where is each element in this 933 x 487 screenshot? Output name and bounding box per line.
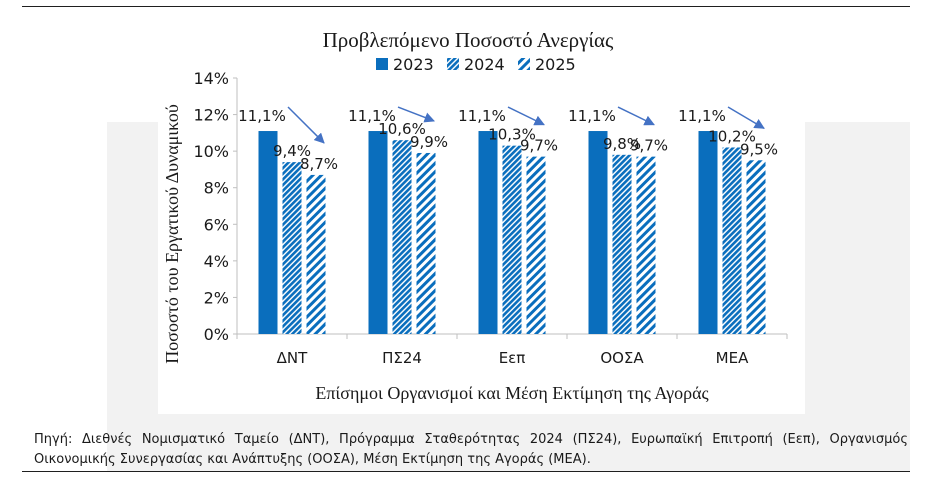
bar-2023 [258, 131, 278, 334]
data-label-2023: 11,1% [458, 107, 506, 125]
chart-title: Προβλεπόμενο Ποσοστό Ανεργίας [323, 28, 614, 52]
bar-2025 [306, 174, 326, 334]
y-tick-label: 10% [193, 142, 229, 161]
data-label-2025: 9,5% [740, 140, 778, 158]
bar-2025 [526, 156, 546, 334]
trend-arrow [727, 106, 765, 129]
y-tick-label: 8% [204, 179, 229, 198]
data-label-2023: 11,1% [678, 107, 726, 125]
trend-arrow [287, 106, 325, 144]
data-label-2025: 8,7% [300, 155, 338, 173]
x-tick-label: ΟΟΣΑ [600, 349, 644, 367]
data-label-2024: 9,8% [603, 135, 641, 153]
legend-swatch-2023 [376, 58, 388, 70]
bar-2025 [416, 152, 436, 334]
bar-2023 [588, 131, 608, 334]
y-tick-label: 4% [204, 252, 229, 271]
legend-swatch-2024 [447, 58, 459, 70]
data-label-2024: 9,4% [273, 142, 311, 160]
bar-2024 [612, 154, 632, 334]
data-label-2024: 10,3% [488, 126, 536, 144]
y-tick-label: 12% [193, 106, 229, 125]
trend-arrow [617, 106, 655, 126]
x-tick-label: ΠΣ24 [382, 349, 422, 367]
data-label-2025: 9,9% [410, 133, 448, 151]
bar-2023 [368, 131, 388, 334]
y-tick-label: 6% [204, 215, 229, 234]
x-tick-label: Εεπ [499, 349, 526, 367]
trend-arrow [397, 106, 435, 123]
bar-chart: 0% 2% 4% 6% 8% 10% 12% 14% ΔΝΤ ΠΣ24 Εεπ ΟΟΣΑ ΜΕΑ 11,… [162, 28, 788, 403]
bar-2024 [502, 145, 522, 334]
y-tick-label: 14% [193, 69, 229, 88]
legend-label-2024: 2024 [464, 55, 505, 74]
x-tick-label: ΜΕΑ [716, 349, 749, 367]
source-note: Πηγή: Διεθνές Νομισματικό Ταμείο (ΔΝΤ), … [34, 432, 908, 467]
data-label-2023: 11,1% [568, 107, 616, 125]
x-tick-label: ΔΝΤ [277, 349, 308, 367]
bar-2023 [698, 131, 718, 334]
y-tick-label: 0% [204, 325, 229, 344]
bar-2023 [478, 131, 498, 334]
bar-2025 [746, 160, 766, 334]
x-axis-title: Επίσημοι Οργανισμοί και Μέση Εκτίμηση τη… [315, 383, 708, 403]
bottom-rule [22, 471, 910, 472]
data-label-2023: 11,1% [238, 107, 286, 125]
data-label-2025: 9,7% [630, 137, 668, 155]
top-rule [22, 6, 910, 7]
data-label-2023: 11,1% [348, 107, 396, 125]
bar-2024 [722, 147, 742, 334]
legend-label-2025: 2025 [535, 55, 576, 74]
data-label-2024: 10,6% [378, 120, 426, 138]
legend-swatch-2025 [518, 58, 530, 70]
bar-2024 [282, 162, 302, 334]
bar-2024 [392, 140, 412, 334]
y-tick-label: 2% [204, 288, 229, 307]
chart-area: 0% 2% 4% 6% 8% 10% 12% 14% ΔΝΤ ΠΣ24 Εεπ ΟΟΣΑ ΜΕΑ 11,… [158, 14, 805, 414]
bar-2025 [636, 156, 656, 334]
trend-arrow [507, 106, 545, 126]
legend-label-2023: 2023 [393, 55, 434, 74]
data-label-2024: 10,2% [708, 127, 756, 145]
y-axis-title: Ποσοστό του Εργατικού Δυναμικού [162, 104, 182, 364]
data-label-2025: 9,7% [520, 137, 558, 155]
